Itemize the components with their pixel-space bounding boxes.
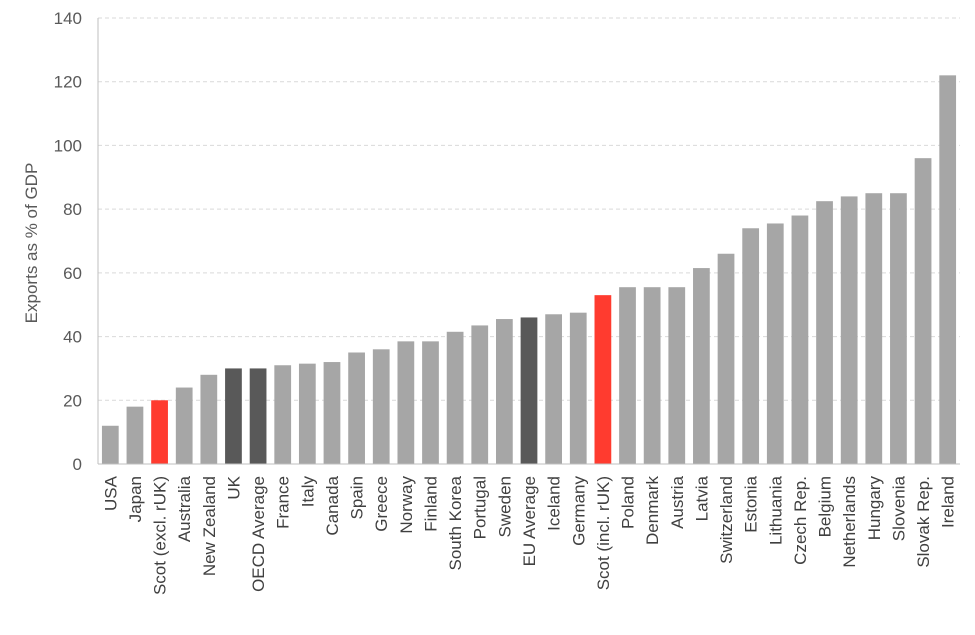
bar bbox=[249, 368, 267, 464]
x-tick-label: Slovak Rep. bbox=[914, 476, 933, 568]
y-tick-label: 0 bbox=[73, 455, 82, 474]
bar bbox=[840, 196, 858, 464]
bar bbox=[569, 312, 587, 464]
bar bbox=[422, 341, 439, 464]
bar bbox=[175, 387, 193, 464]
bar bbox=[594, 295, 612, 464]
bar bbox=[643, 287, 661, 464]
x-tick-label: Poland bbox=[619, 476, 638, 529]
y-axis-title: Exports as % of GDP bbox=[22, 163, 41, 324]
bar bbox=[890, 193, 907, 464]
bars bbox=[101, 75, 957, 464]
bar bbox=[619, 287, 636, 464]
x-tick-label: France bbox=[274, 476, 293, 529]
bar bbox=[693, 268, 710, 464]
x-tick-label: Lithuania bbox=[766, 475, 785, 545]
x-tick-label: Belgium bbox=[816, 476, 835, 537]
y-tick-label: 80 bbox=[63, 200, 82, 219]
bar bbox=[914, 158, 932, 464]
y-tick-label: 20 bbox=[63, 391, 82, 410]
y-axis-ticks: 0 20 40 60 80 100 120 140 bbox=[54, 9, 82, 474]
x-tick-label: Norway bbox=[397, 476, 416, 534]
bar bbox=[225, 368, 242, 464]
x-axis-labels: USA Japan Scot (excl. rUK) Australia New Zea… bbox=[101, 475, 957, 595]
bar bbox=[348, 352, 365, 464]
x-tick-label: Netherlands bbox=[840, 476, 859, 568]
y-tick-label: 140 bbox=[54, 9, 82, 28]
bar bbox=[939, 75, 957, 464]
y-tick-label: 120 bbox=[54, 73, 82, 92]
x-tick-label: Estonia bbox=[742, 475, 761, 532]
x-tick-label: Hungary bbox=[865, 476, 884, 541]
x-tick-label: Sweden bbox=[495, 476, 514, 537]
x-tick-label: Spain bbox=[348, 476, 367, 519]
bar bbox=[791, 215, 809, 464]
bar bbox=[668, 287, 686, 464]
x-tick-label: Germany bbox=[569, 476, 588, 546]
bar bbox=[545, 314, 563, 464]
bar bbox=[717, 253, 735, 464]
x-tick-label: Switzerland bbox=[717, 476, 736, 564]
x-tick-label: Scot (incl. rUK) bbox=[594, 476, 613, 590]
bar bbox=[816, 201, 833, 464]
x-tick-label: Japan bbox=[126, 476, 145, 522]
x-tick-label: Finland bbox=[421, 476, 440, 532]
bar bbox=[766, 223, 784, 464]
y-tick-label: 100 bbox=[54, 136, 82, 155]
bar bbox=[397, 341, 415, 464]
x-tick-label: Latvia bbox=[692, 475, 711, 521]
x-tick-label: Australia bbox=[175, 475, 194, 542]
x-tick-label: OECD Average bbox=[249, 476, 268, 592]
bar bbox=[471, 325, 489, 464]
x-tick-label: Czech Rep. bbox=[791, 476, 810, 565]
bar bbox=[274, 365, 292, 464]
y-tick-label: 60 bbox=[63, 264, 82, 283]
bar bbox=[101, 425, 119, 464]
bar bbox=[495, 319, 513, 464]
x-tick-label: EU Average bbox=[520, 476, 539, 566]
bar bbox=[446, 331, 464, 464]
bar bbox=[520, 317, 538, 464]
x-tick-label: Portugal bbox=[471, 476, 490, 539]
bar bbox=[200, 374, 218, 464]
bar bbox=[151, 400, 168, 464]
bar bbox=[372, 349, 390, 464]
x-tick-label: Iceland bbox=[545, 476, 564, 531]
bar bbox=[126, 406, 144, 464]
x-tick-label: UK bbox=[224, 475, 243, 499]
bar bbox=[298, 363, 316, 464]
x-tick-label: USA bbox=[101, 475, 120, 511]
x-tick-label: Ireland bbox=[939, 476, 958, 528]
x-tick-label: Greece bbox=[372, 476, 391, 532]
x-tick-label: New Zealand bbox=[200, 476, 219, 576]
x-tick-label: Canada bbox=[323, 475, 342, 535]
x-tick-label: Scot (excl. rUK) bbox=[151, 476, 170, 595]
x-tick-label: Austria bbox=[668, 475, 687, 528]
bar bbox=[742, 228, 760, 464]
bar bbox=[323, 362, 341, 464]
y-tick-label: 40 bbox=[63, 328, 82, 347]
bar bbox=[865, 193, 883, 464]
x-tick-label: Italy bbox=[298, 476, 317, 508]
x-tick-label: South Korea bbox=[446, 475, 465, 570]
x-tick-label: Denmark bbox=[643, 476, 662, 545]
x-tick-label: Slovenia bbox=[889, 475, 908, 541]
